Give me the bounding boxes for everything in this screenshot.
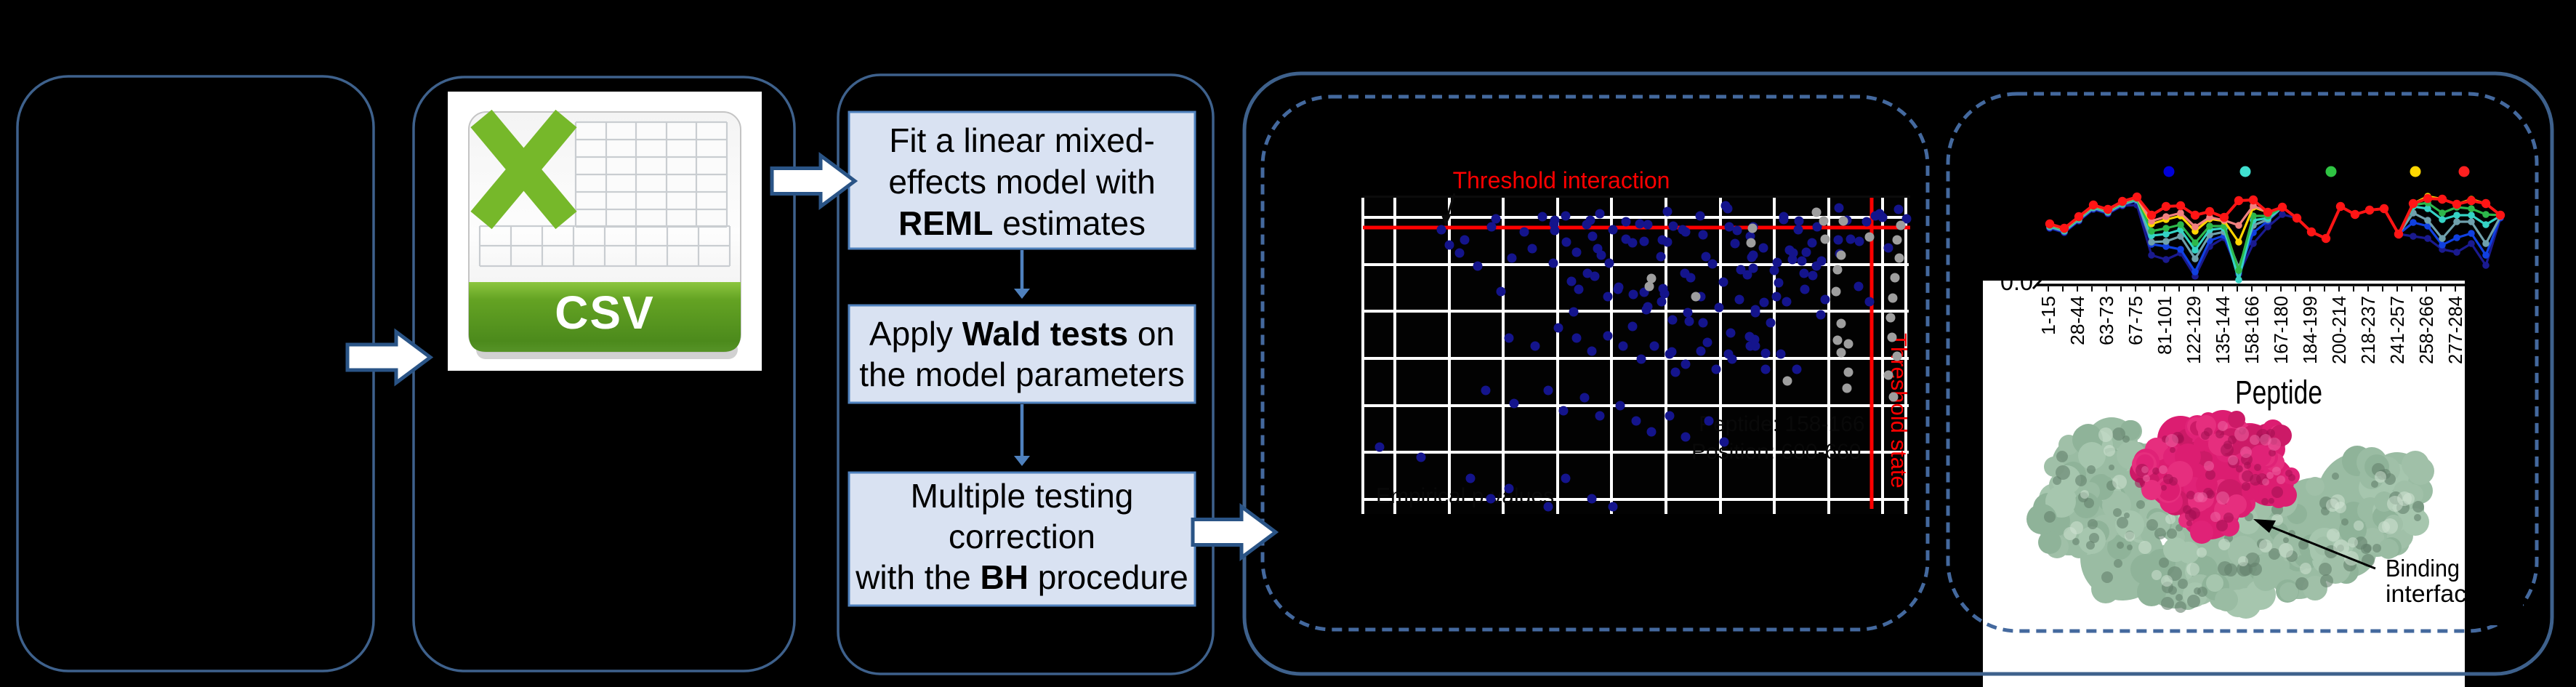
svg-text:63-73: 63-73 bbox=[2096, 296, 2117, 345]
svg-text:241-257: 241-257 bbox=[2386, 296, 2408, 364]
svg-text:Fit a linear mixed-: Fit a linear mixed- bbox=[889, 121, 1155, 159]
svg-text:67-75: 67-75 bbox=[2125, 296, 2146, 345]
svg-text:with the BH procedure: with the BH procedure bbox=[855, 558, 1188, 596]
svg-text:Apply Wald tests on: Apply Wald tests on bbox=[869, 315, 1175, 353]
svg-text:277-284: 277-284 bbox=[2444, 296, 2466, 364]
svg-text:correction: correction bbox=[949, 518, 1095, 555]
svg-text:Peptide: Peptide bbox=[2235, 374, 2322, 411]
svg-text:81-101: 81-101 bbox=[2154, 296, 2175, 355]
svg-text:122-129: 122-129 bbox=[2183, 296, 2205, 364]
svg-text:interface: interface bbox=[2386, 580, 2480, 607]
svg-text:158-166: 158-166 bbox=[2241, 296, 2263, 364]
svg-text:218-237: 218-237 bbox=[2357, 296, 2379, 364]
svg-text:200-214: 200-214 bbox=[2328, 296, 2350, 364]
svg-text:Threshold interaction: Threshold interaction bbox=[1453, 167, 1670, 193]
svg-text:Binding: Binding bbox=[2386, 555, 2460, 582]
svg-text:Empirical p-values: Empirical p-values bbox=[1376, 484, 1554, 508]
svg-text:Position: 600-660: Position: 600-660 bbox=[1691, 440, 1861, 464]
svg-text:0.0: 0.0 bbox=[2000, 268, 2033, 295]
svg-text:167-180: 167-180 bbox=[2270, 296, 2292, 364]
svg-text:135-144: 135-144 bbox=[2212, 296, 2234, 364]
svg-text:effects model with: effects model with bbox=[888, 163, 1155, 201]
svg-text:the model parameters: the model parameters bbox=[859, 355, 1184, 393]
svg-text:Multiple testing: Multiple testing bbox=[911, 477, 1134, 515]
svg-text:REML estimates: REML estimates bbox=[898, 204, 1146, 242]
svg-text:258-266: 258-266 bbox=[2415, 296, 2437, 364]
svg-text:1-15: 1-15 bbox=[2037, 296, 2059, 335]
svg-text:CSV: CSV bbox=[555, 286, 655, 339]
svg-text:28-44: 28-44 bbox=[2066, 296, 2088, 345]
svg-text:184-199: 184-199 bbox=[2299, 296, 2321, 364]
svg-text:Peptide: 158-166: Peptide: 158-166 bbox=[1699, 412, 1865, 436]
